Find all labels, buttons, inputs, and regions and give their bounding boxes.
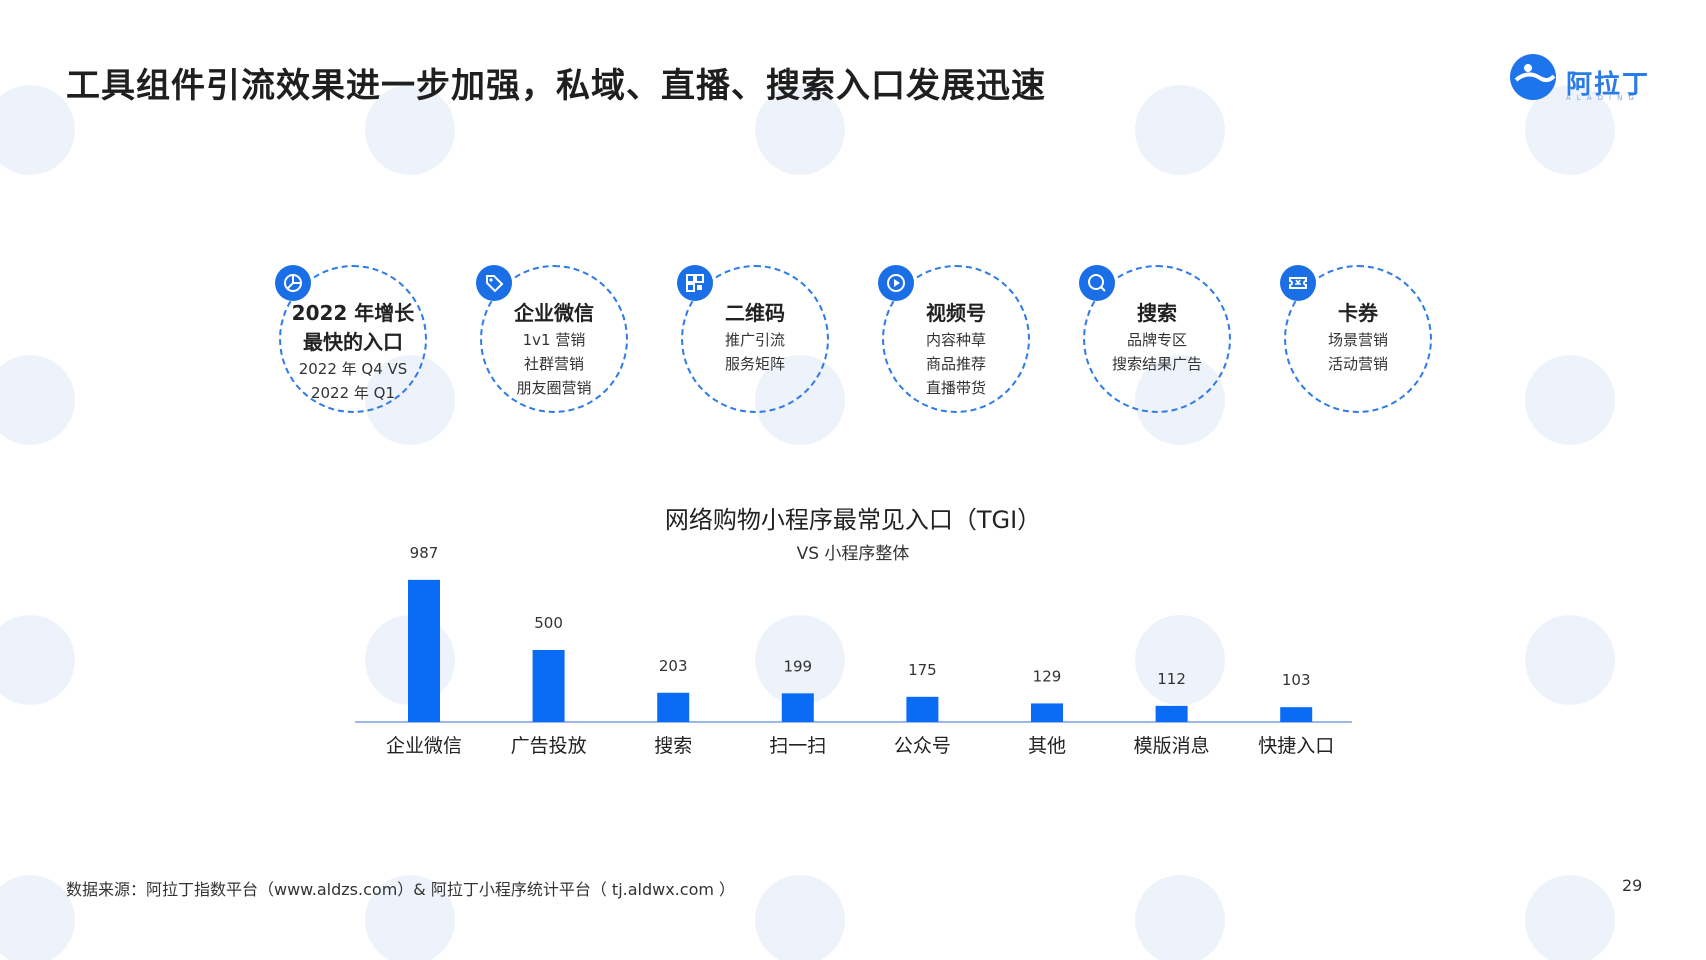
entry-ring: [882, 265, 1030, 413]
entry-line: 活动营销: [1327, 355, 1388, 373]
entry-line: 2022 年 Q4 VS: [298, 360, 408, 378]
entry-heading: 二维码: [725, 301, 785, 325]
page-number: 29: [1622, 876, 1643, 895]
logo-subtext: ALADING: [1566, 94, 1640, 102]
x-tick-label: 其他: [1028, 735, 1066, 757]
entry-ring: [279, 265, 427, 413]
bar: [1280, 707, 1313, 722]
bar: [532, 650, 565, 722]
data-label: 199: [783, 657, 812, 675]
page-title: 工具组件引流效果进一步加强，私域、直播、搜索入口发展迅速: [66, 66, 1046, 106]
qrcode-icon: [686, 274, 704, 292]
bar: [657, 692, 690, 722]
entry-heading: 卡券: [1338, 301, 1378, 325]
entry-text: 视频号内容种草商品推荐直播带货: [882, 299, 1030, 400]
bar: [906, 696, 939, 722]
bar: [1155, 705, 1188, 722]
entry-badge: [476, 265, 512, 301]
brand-logo: 阿拉丁 ALADING: [1508, 52, 1650, 108]
entry-text: 卡券场景营销活动营销: [1284, 299, 1432, 376]
entry-heading: 2022 年增长: [291, 301, 415, 325]
data-label: 987: [410, 544, 439, 562]
data-label: 203: [659, 657, 688, 675]
entry-card: 视频号内容种草商品推荐直播带货: [878, 265, 1030, 413]
x-tick-label: 公众号: [894, 735, 951, 757]
entry-card: 二维码推广引流服务矩阵: [677, 265, 829, 413]
entry-badge: [1280, 265, 1316, 301]
entry-ring: [1083, 265, 1231, 413]
entry-ring: [681, 265, 829, 413]
entry-line: 品牌专区: [1126, 331, 1187, 349]
entry-badge: [677, 265, 713, 301]
data-label: 103: [1282, 671, 1311, 689]
entry-line: 直播带货: [925, 379, 986, 397]
data-label: 112: [1157, 670, 1186, 688]
entry-line: 场景营销: [1327, 331, 1388, 349]
bar: [1031, 703, 1063, 722]
coupon-icon: [1289, 277, 1307, 289]
bar: [408, 579, 440, 722]
play-icon: [887, 274, 905, 292]
entry-line: 搜索结果广告: [1111, 355, 1202, 373]
entry-heading: 视频号: [926, 301, 986, 325]
entry-heading: 企业微信: [514, 301, 594, 325]
entry-line: 社群营销: [523, 355, 584, 373]
x-tick-label: 搜索: [654, 735, 692, 757]
entry-line: 商品推荐: [925, 355, 986, 373]
data-source: 数据来源：阿拉丁指数平台（www.aldzs.com）& 阿拉丁小程序统计平台（…: [66, 880, 736, 899]
x-tick-label: 广告投放: [511, 735, 587, 757]
entry-card: 搜索品牌专区搜索结果广告: [1079, 265, 1231, 413]
entry-line: 推广引流: [724, 331, 785, 349]
entry-text: 企业微信 1v1 营销 社群营销朋友圈营销: [480, 299, 628, 400]
entry-badge: [1079, 265, 1115, 301]
entry-card: 2022 年增长 最快的入口 2022 年 Q4 VS 2022 年 Q1: [275, 265, 427, 413]
entry-line: 朋友圈营销: [516, 379, 592, 397]
entry-heading: 最快的入口: [303, 330, 403, 354]
chart-title: 网络购物小程序最常见入口（TGI）: [664, 506, 1042, 534]
entry-badge: [878, 265, 914, 301]
logo-icon: [1510, 54, 1556, 100]
entry-card: 卡券场景营销活动营销: [1280, 265, 1432, 413]
chart-subtitle: VS 小程序整体: [796, 544, 910, 564]
x-tick-label: 扫一扫: [769, 735, 826, 757]
entry-card: 企业微信 1v1 营销 社群营销朋友圈营销: [476, 265, 628, 413]
x-tick-label: 企业微信: [386, 735, 462, 757]
tag-icon: [486, 275, 504, 293]
entry-heading: 搜索: [1137, 301, 1177, 325]
x-tick-label: 模版消息: [1134, 735, 1210, 757]
entry-ring: [480, 265, 628, 413]
data-label: 175: [908, 661, 937, 679]
data-label: 500: [534, 614, 563, 632]
entry-line: 1v1 营销: [522, 331, 586, 349]
entry-text: 二维码推广引流服务矩阵: [681, 299, 829, 376]
search-icon: [1088, 274, 1106, 292]
bar: [781, 693, 814, 722]
entry-line: 内容种草: [925, 331, 986, 349]
entry-line: 服务矩阵: [724, 355, 785, 373]
pie-chart-icon: [284, 274, 302, 292]
entry-badge: [275, 265, 311, 301]
entry-text: 2022 年增长 最快的入口 2022 年 Q4 VS 2022 年 Q1: [279, 299, 427, 405]
logo-text: 阿拉丁: [1566, 70, 1651, 100]
entry-ring: [1284, 265, 1432, 413]
x-tick-label: 快捷入口: [1258, 735, 1334, 757]
entry-line: 2022 年 Q1: [310, 384, 396, 402]
data-label: 129: [1033, 667, 1062, 685]
entry-text: 搜索品牌专区搜索结果广告: [1083, 299, 1231, 376]
